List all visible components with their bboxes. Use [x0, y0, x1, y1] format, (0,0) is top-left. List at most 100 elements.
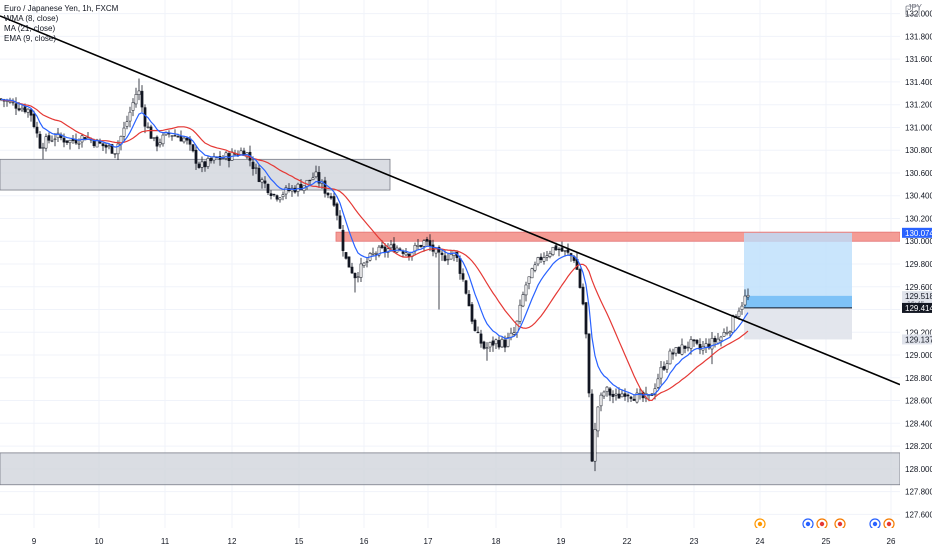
candle-body — [446, 258, 450, 261]
candle-body — [104, 144, 108, 148]
event-marker-dot — [886, 521, 892, 527]
price-label: 130.074 — [902, 227, 932, 238]
candle-body — [266, 183, 270, 193]
candle-body — [536, 257, 540, 265]
price-tick-label: 128.000 — [905, 465, 932, 474]
candle-body — [737, 310, 741, 317]
candle-body — [740, 305, 744, 310]
candle-body — [278, 197, 282, 201]
event-marker — [883, 518, 895, 530]
candle-body — [209, 157, 213, 162]
candle-body — [260, 179, 264, 183]
candle-body — [197, 163, 201, 168]
candle-body — [326, 192, 330, 196]
price-axis[interactable]: 127.600 127.800 128.000 128.200 128.400 128.6… — [900, 0, 932, 550]
candle-body — [329, 196, 333, 199]
indicator-ma[interactable]: MA (21, close) — [4, 24, 56, 33]
candle-body — [128, 111, 132, 122]
candle-body — [11, 101, 15, 104]
candle-body — [53, 138, 57, 140]
candle-body — [695, 339, 699, 344]
candle-body — [554, 245, 558, 251]
candle-body — [383, 246, 387, 253]
time-axis[interactable]: 9 10 11 12 15 16 17 18 19 22 23 24 25 26 — [0, 528, 932, 550]
candle-body — [296, 183, 300, 192]
trendline-layer[interactable] — [0, 15, 901, 386]
price-axis-bg — [900, 0, 932, 550]
price-tick-label: 130.200 — [905, 214, 932, 223]
candle-body — [416, 244, 420, 247]
candle-body — [665, 363, 669, 370]
candle-body — [461, 273, 465, 280]
candle-body — [557, 248, 561, 251]
candle-body — [464, 280, 468, 294]
candle-body — [314, 171, 318, 178]
candle-body — [620, 393, 624, 398]
candle-body — [506, 337, 510, 347]
candle-body — [254, 167, 258, 169]
candle-body — [533, 264, 537, 271]
event-marker — [754, 518, 766, 530]
candle-body — [599, 394, 603, 407]
candle-body — [131, 102, 135, 111]
event-marker — [802, 518, 814, 530]
candle-body — [605, 386, 609, 392]
candle-body — [26, 108, 30, 113]
price-label-bg — [902, 302, 932, 313]
candle-body — [698, 344, 702, 350]
price-tick-label: 127.800 — [905, 488, 932, 497]
position-entry-band — [744, 295, 852, 308]
candle-body — [512, 332, 516, 335]
candle-body — [365, 261, 369, 263]
candle-body — [743, 295, 747, 306]
time-tick-label: 15 — [295, 537, 304, 546]
candle-body — [263, 180, 267, 184]
candle-body — [731, 315, 735, 333]
event-marker-dot — [872, 521, 878, 527]
candle-body — [602, 391, 606, 397]
candle-body — [476, 331, 480, 334]
event-marker — [869, 518, 881, 530]
candle-body — [626, 394, 630, 397]
candle-body — [374, 253, 378, 255]
candle-body — [389, 244, 393, 249]
candle-body — [437, 246, 441, 253]
candle-body — [65, 140, 69, 143]
candle-body — [527, 276, 531, 284]
candle-body — [440, 252, 444, 255]
event-markers[interactable] — [754, 518, 895, 530]
candle-body — [530, 268, 534, 279]
candle-body — [656, 378, 660, 388]
event-marker-dot — [837, 521, 843, 527]
candle-body — [122, 127, 126, 137]
support-resistance-zone — [0, 452, 901, 486]
candle-body — [377, 246, 381, 256]
candle-body — [8, 100, 12, 103]
time-tick-label: 26 — [887, 537, 896, 546]
candle-body — [659, 366, 663, 379]
price-tick-label: 129.600 — [905, 283, 932, 292]
candle-body — [146, 126, 150, 129]
indicator-wma[interactable]: WMA (8, close) — [4, 14, 59, 23]
candle-body — [503, 339, 507, 348]
time-tick-label: 23 — [690, 537, 699, 546]
event-marker-dot — [757, 521, 763, 527]
long-position-tool[interactable] — [744, 232, 852, 340]
candle-body — [545, 255, 549, 258]
indicator-ema[interactable]: EMA (9, close) — [4, 34, 57, 43]
price-tick-label: 130.400 — [905, 192, 932, 201]
candle-body — [596, 406, 600, 432]
position-stop-area — [744, 307, 852, 340]
event-marker — [834, 518, 846, 530]
candle-body — [587, 333, 591, 394]
candle-body — [77, 142, 81, 145]
candle-body — [635, 392, 639, 403]
candle-body — [458, 258, 462, 274]
candle-body — [485, 347, 489, 349]
candle-body — [140, 90, 144, 108]
candle-body — [371, 252, 375, 255]
candle-body — [110, 144, 114, 154]
candle-body — [68, 139, 72, 144]
symbol-title[interactable]: Euro / Japanese Yen, 1h, FXCM — [4, 4, 119, 13]
